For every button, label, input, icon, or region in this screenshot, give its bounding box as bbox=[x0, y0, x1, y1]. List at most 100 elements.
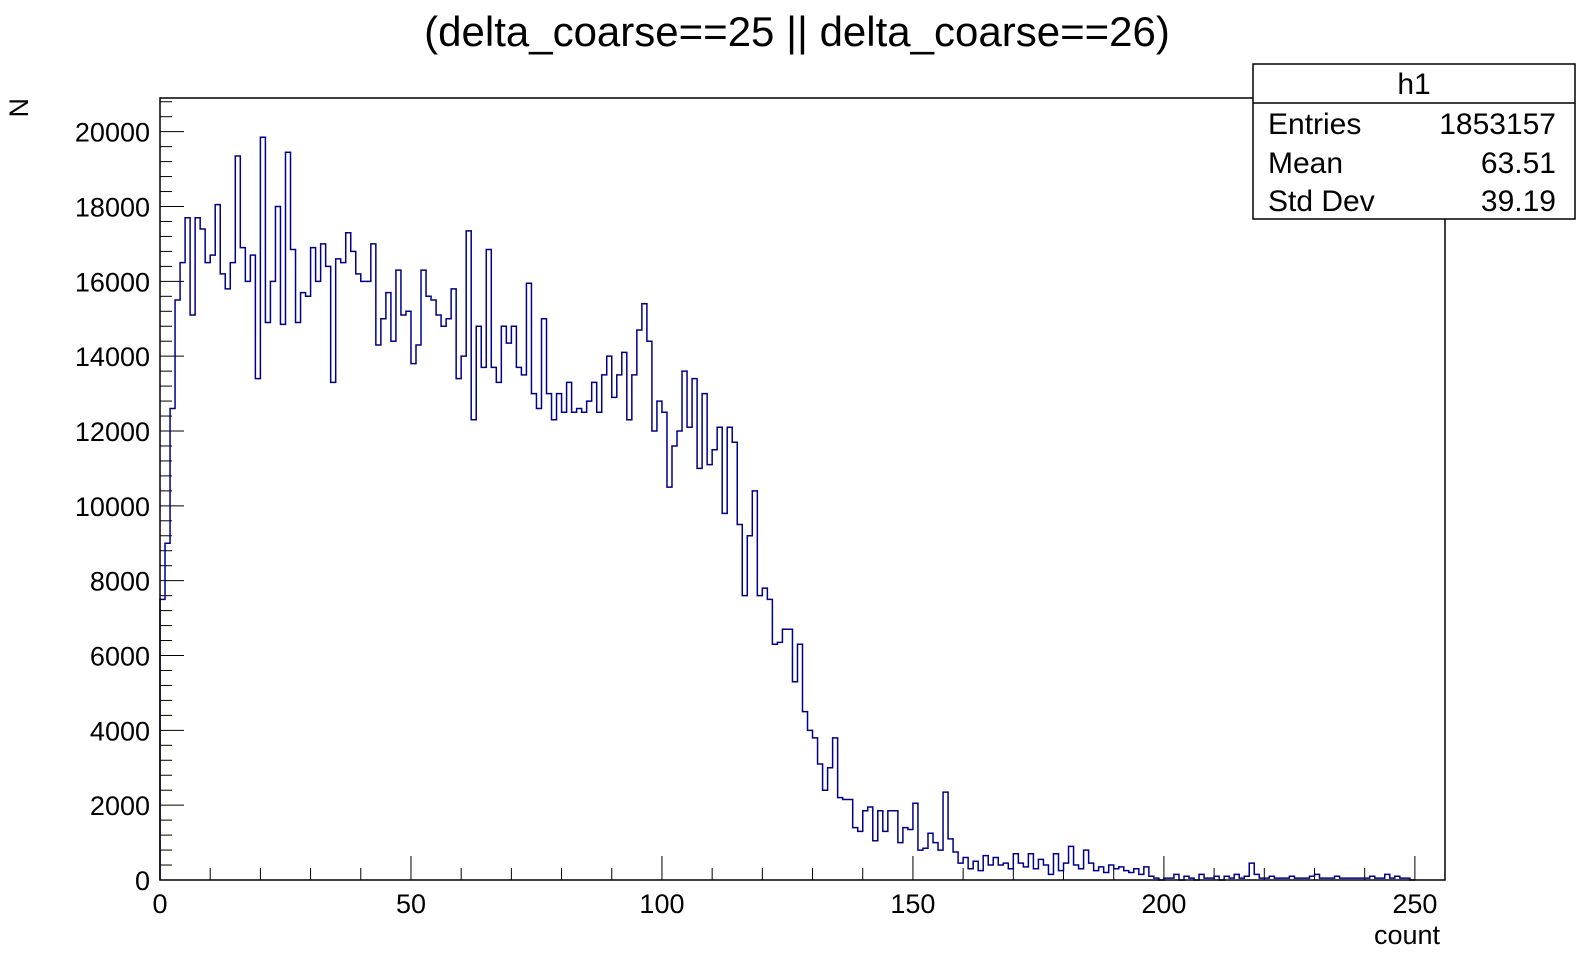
histogram-bin bbox=[351, 251, 356, 880]
histogram-bin bbox=[923, 848, 928, 880]
histogram-bin bbox=[928, 833, 933, 880]
histogram-bin bbox=[868, 807, 873, 880]
histogram-bin bbox=[516, 367, 521, 880]
x-tick-label: 250 bbox=[1392, 889, 1437, 919]
histogram-bin bbox=[682, 371, 687, 880]
histogram-bin bbox=[1124, 871, 1129, 880]
histogram-bin bbox=[637, 330, 642, 880]
histogram-bin bbox=[772, 644, 777, 880]
stats-value-mean: 63.51 bbox=[1481, 147, 1556, 180]
histogram-bin bbox=[953, 852, 958, 880]
histogram-bin bbox=[597, 412, 602, 880]
histogram-bin bbox=[230, 263, 235, 880]
histogram-bin bbox=[722, 513, 727, 880]
histogram-bin bbox=[1385, 874, 1390, 880]
histogram-bin bbox=[913, 803, 918, 880]
histogram-bin bbox=[642, 304, 647, 880]
histogram-bin bbox=[240, 248, 245, 880]
histogram-bin bbox=[737, 525, 742, 880]
histogram-bin bbox=[823, 790, 828, 880]
histogram-bin bbox=[371, 244, 376, 880]
histogram-bin bbox=[747, 536, 752, 880]
histogram-bin bbox=[767, 599, 772, 880]
histogram-bin bbox=[1109, 865, 1114, 880]
histogram-bin bbox=[376, 345, 381, 880]
histogram-bin bbox=[1028, 854, 1033, 880]
histogram-bin bbox=[311, 248, 316, 880]
histogram-bin bbox=[1003, 863, 1008, 880]
histogram-bin bbox=[1199, 874, 1204, 880]
histogram-bin bbox=[948, 839, 953, 880]
histogram-bin bbox=[421, 270, 426, 880]
histogram-bin bbox=[255, 379, 260, 880]
x-axis-ticks: 0 50 100 150 200 250 bbox=[152, 856, 1437, 919]
histogram-bin bbox=[627, 420, 632, 880]
histogram-bin bbox=[185, 218, 190, 880]
histogram-bin bbox=[547, 394, 552, 880]
histogram-bin bbox=[316, 281, 321, 880]
plot-frame bbox=[159, 97, 1446, 881]
histogram-bin bbox=[260, 137, 265, 880]
histogram-bin bbox=[707, 465, 712, 880]
histogram-bin bbox=[702, 394, 707, 880]
histogram-bin bbox=[787, 629, 792, 880]
histogram-bin bbox=[612, 397, 617, 880]
y-axis-title: N bbox=[4, 98, 34, 118]
x-tick-label: 0 bbox=[152, 889, 167, 919]
histogram-bin bbox=[918, 850, 923, 880]
stats-value-entries: 1853157 bbox=[1439, 108, 1556, 141]
x-tick-label: 200 bbox=[1141, 889, 1186, 919]
histogram-bin bbox=[336, 259, 341, 880]
histogram-bin bbox=[878, 811, 883, 880]
stats-box-title: h1 bbox=[1397, 68, 1430, 101]
histogram-bin bbox=[973, 861, 978, 880]
histogram-bin bbox=[180, 263, 185, 880]
histogram-bin bbox=[657, 401, 662, 880]
histogram-bin bbox=[742, 596, 747, 880]
histogram-bin bbox=[481, 367, 486, 880]
histogram-bin bbox=[285, 152, 290, 880]
stats-label-std-dev: Std Dev bbox=[1268, 185, 1375, 218]
histogram-bin bbox=[863, 811, 868, 880]
histogram-bin bbox=[677, 431, 682, 880]
histogram-bin bbox=[250, 255, 255, 880]
histogram-bin bbox=[712, 450, 717, 880]
histogram-bin bbox=[346, 233, 351, 880]
histogram-bin bbox=[687, 427, 692, 880]
histogram-bin bbox=[451, 289, 456, 880]
histogram-bin bbox=[1099, 867, 1104, 880]
histogram-bin bbox=[491, 367, 496, 880]
histogram-bin bbox=[1174, 874, 1179, 880]
histogram-bin bbox=[165, 543, 170, 880]
histogram-bin bbox=[988, 865, 993, 880]
histogram-bin bbox=[1314, 874, 1319, 880]
histogram-bin bbox=[898, 843, 903, 880]
histogram-bin bbox=[672, 446, 677, 880]
y-tick-label: 16000 bbox=[75, 267, 150, 297]
histogram-bin bbox=[1064, 863, 1069, 880]
stats-label-mean: Mean bbox=[1268, 147, 1343, 180]
histogram-bin bbox=[461, 356, 466, 880]
histogram-bin bbox=[366, 281, 371, 880]
histogram-bin bbox=[306, 296, 311, 880]
histogram-bin bbox=[326, 266, 331, 880]
histogram-bin bbox=[933, 843, 938, 880]
histogram-bin bbox=[195, 218, 200, 880]
histogram-bin bbox=[963, 858, 968, 880]
histogram-bin bbox=[526, 283, 531, 880]
histogram-bin bbox=[893, 811, 898, 880]
histogram-bin bbox=[983, 856, 988, 880]
y-tick-label: 12000 bbox=[75, 417, 150, 447]
histogram-bin bbox=[190, 315, 195, 880]
y-tick-label: 18000 bbox=[75, 193, 150, 223]
histogram-bin bbox=[848, 800, 853, 880]
histogram-bin bbox=[818, 764, 823, 880]
y-tick-label: 14000 bbox=[75, 342, 150, 372]
histogram-bin bbox=[446, 319, 451, 880]
histogram-bin bbox=[361, 281, 366, 880]
histogram-bin bbox=[265, 322, 270, 880]
histogram-bin bbox=[296, 322, 301, 880]
histogram-bin bbox=[270, 281, 275, 880]
histogram-bin bbox=[727, 427, 732, 880]
y-tick-label: 4000 bbox=[90, 716, 150, 746]
